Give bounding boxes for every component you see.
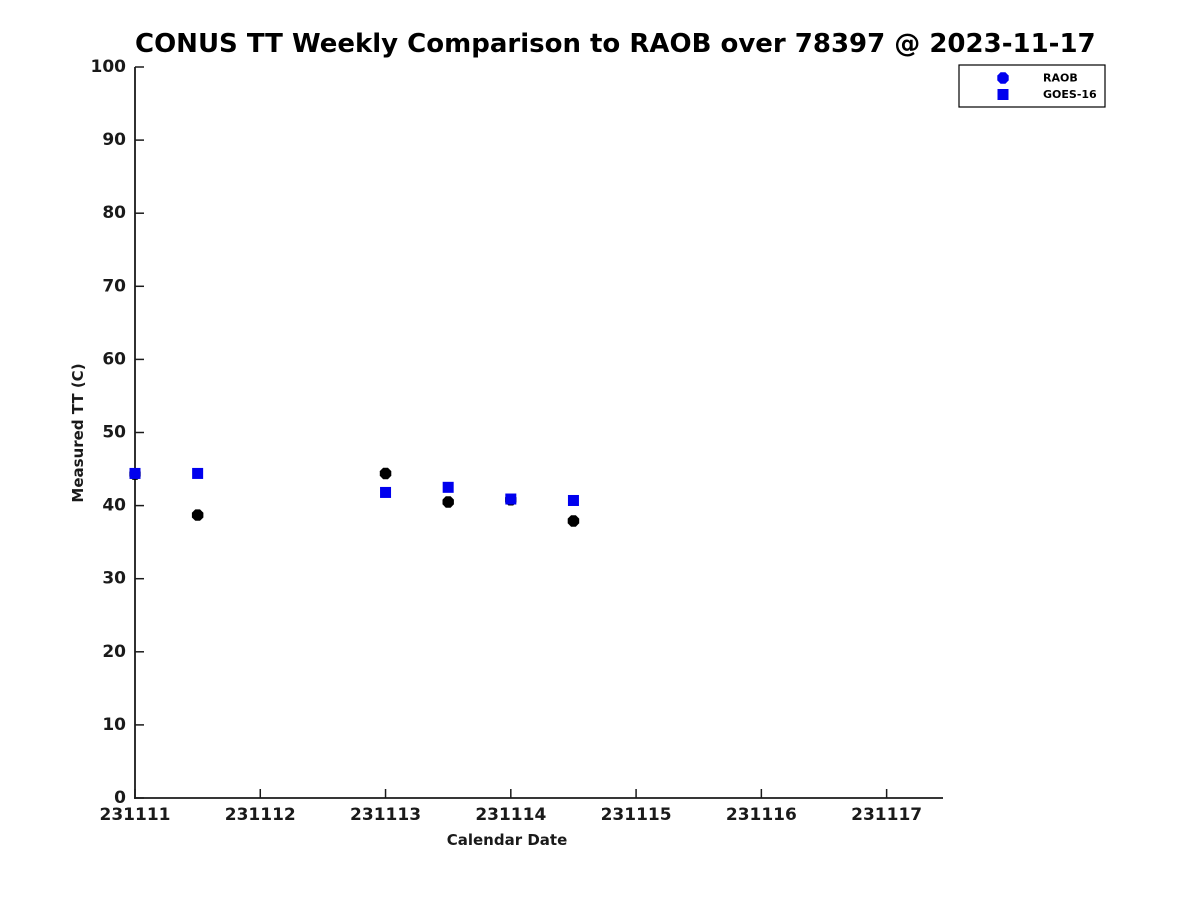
data-point-raob: [442, 496, 454, 508]
legend-marker-goes-16: [997, 89, 1009, 100]
y-tick-label: 100: [91, 57, 127, 77]
y-tick-label: 10: [102, 715, 126, 735]
y-tick-label: 70: [102, 276, 126, 296]
data-point-raob: [379, 467, 392, 480]
x-axis-label: Calendar Date: [446, 831, 568, 849]
x-tick-label: 231114: [475, 805, 546, 825]
legend-label-goes-16: GOES-16: [1043, 88, 1097, 101]
data-point-goes-16: [567, 494, 579, 506]
y-tick-label: 30: [102, 569, 126, 589]
y-tick-label: 20: [102, 642, 126, 662]
data-point-goes-16: [192, 467, 204, 479]
legend-marker-raob: [997, 72, 1009, 84]
data-point-goes-16: [442, 481, 454, 493]
data-point-raob: [191, 509, 204, 521]
x-tick-label: 231113: [350, 805, 421, 825]
x-tick-label: 231117: [851, 805, 922, 825]
y-tick-label: 0: [114, 788, 126, 808]
y-tick-label: 80: [102, 203, 126, 223]
chart-title: CONUS TT Weekly Comparison to RAOB over …: [135, 29, 1096, 59]
data-point-goes-16: [380, 486, 392, 498]
legend: RAOB GOES-16: [958, 64, 1106, 108]
series-goes-16: [129, 467, 579, 506]
data-point-goes-16: [129, 467, 141, 479]
y-tick-label: 60: [102, 349, 126, 369]
data-point-raob: [567, 515, 580, 527]
y-axis-label: Measured TT (C): [69, 363, 87, 503]
x-tick-label: 231116: [726, 805, 797, 825]
data-point-goes-16: [505, 493, 517, 505]
y-tick-label: 90: [102, 130, 126, 150]
x-tick-label: 231115: [601, 805, 672, 825]
y-tick-label: 50: [102, 423, 126, 443]
legend-label-raob: RAOB: [1043, 72, 1078, 85]
y-tick-label: 40: [102, 496, 126, 516]
x-tick-label: 231111: [100, 805, 171, 825]
x-tick-label: 231112: [225, 805, 296, 825]
legend-box: [958, 64, 1106, 108]
